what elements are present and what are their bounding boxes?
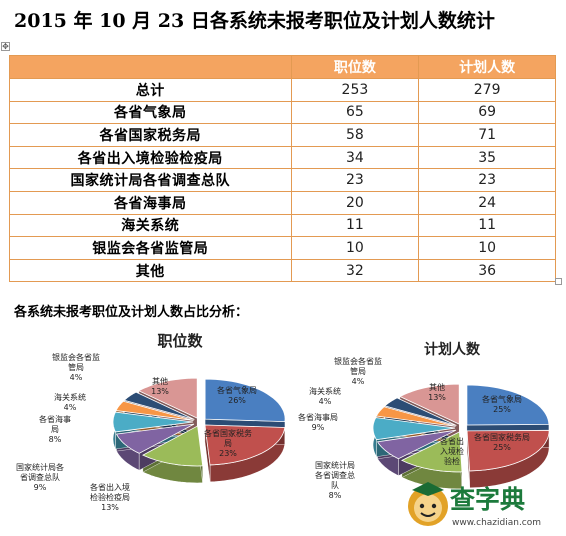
row-name: 银监会各省监管局: [9, 236, 292, 260]
slice-label: 银监会各省监管局 4%: [334, 356, 382, 386]
table-row: 各省气象局 65 69: [9, 100, 556, 125]
row-positions: 10: [290, 236, 420, 260]
row-plan: 36: [418, 258, 556, 283]
table-row: 总计 253 279: [9, 78, 556, 102]
header-positions: 职位数: [290, 55, 420, 79]
row-positions: 11: [290, 213, 420, 238]
table-row: 各省国家税务局 58 71: [9, 123, 556, 147]
row-positions: 253: [290, 78, 420, 102]
watermark-url: www.chazidian.com: [452, 518, 541, 528]
pie-slice: [375, 406, 456, 427]
table-anchor-icon[interactable]: ✥: [1, 42, 10, 51]
slice-label: 国家统计局各省调查总队 9%: [16, 462, 64, 492]
pie-slice: [138, 377, 198, 419]
pie-slice: [466, 429, 550, 472]
row-positions: 20: [290, 190, 420, 215]
row-name: 各省海事局: [9, 190, 292, 215]
pie-slice: [141, 425, 204, 467]
header-plan: 计划人数: [418, 55, 556, 79]
slice-label: 国家统计局各省调查总队 8%: [315, 460, 355, 500]
slice-label: 其他 13%: [428, 382, 446, 402]
row-plan: 24: [418, 190, 556, 215]
row-name: 其他: [9, 258, 292, 283]
table-row: 海关系统 11 11: [9, 213, 556, 238]
row-name: 海关系统: [9, 213, 292, 238]
pie-slice: [400, 431, 463, 473]
row-plan: 11: [418, 213, 556, 238]
slice-label: 各省国家税务局 25%: [474, 432, 530, 452]
section-heading: 各系统未报考职位及计划人数占比分析：: [14, 305, 249, 320]
slice-label: 各省海事局 9%: [298, 412, 338, 432]
pie-slice: [376, 429, 457, 460]
row-positions: 32: [290, 258, 420, 283]
row-plan: 69: [418, 100, 556, 125]
watermark-text: 查字典: [450, 485, 525, 514]
slice-label: 各省出入境检验检疫局 13%: [90, 482, 130, 512]
pie-slice: [123, 391, 195, 420]
row-plan: 35: [418, 145, 556, 170]
pie-slice: [204, 378, 286, 423]
chart-title: 计划人数: [424, 341, 481, 358]
chart-title: 职位数: [157, 332, 203, 350]
mortarboard-icon: [412, 482, 444, 496]
header-name: [9, 55, 292, 79]
pie-slice: [466, 384, 550, 426]
page-title: 2015 年 10 月 23 日各系统未报考职位及计划人数统计: [14, 10, 495, 32]
row-positions: 58: [290, 123, 420, 147]
pie-slice: [204, 424, 286, 466]
watermark-logo: 查字典 www.chazidian.com: [408, 482, 541, 528]
row-positions: 34: [290, 145, 420, 170]
slice-label: 海关系统 4%: [54, 392, 86, 412]
table-row: 各省出入境检验检疫局 34 35: [9, 145, 556, 170]
pie-slice: [372, 417, 456, 441]
pie-slice: [398, 383, 460, 425]
row-positions: 65: [290, 100, 420, 125]
table-row: 银监会各省监管局 10 10: [9, 236, 556, 260]
slice-label: 其他 13%: [151, 376, 169, 396]
row-name: 各省出入境检验检疫局: [9, 145, 292, 170]
stats-table: 职位数 计划人数 总计 253 279 各省气象局 65 69 各省国家税务局 58 71 …: [9, 55, 556, 283]
row-plan: 71: [418, 123, 556, 147]
row-plan: 10: [418, 236, 556, 260]
row-name: 各省国家税务局: [9, 123, 292, 147]
slice-label: 各省海事局 8%: [39, 414, 71, 444]
slice-label: 各省气象局 25%: [482, 394, 522, 414]
slice-label: 各省国家税务局 23%: [204, 428, 252, 458]
row-name: 总计: [9, 78, 292, 102]
row-plan: 23: [418, 168, 556, 192]
table-row: 国家统计局各省调查总队 23 23: [9, 168, 556, 192]
table-row: 其他 32 36: [9, 258, 556, 283]
row-positions: 23: [290, 168, 420, 192]
table-resize-handle[interactable]: [555, 278, 562, 285]
row-name: 国家统计局各省调查总队: [9, 168, 292, 192]
pie-slice: [384, 397, 457, 426]
pie-slice: [112, 411, 194, 433]
slice-label: 各省气象局 26%: [217, 385, 257, 405]
slice-label: 各省出入境检验检: [440, 436, 464, 466]
table-row: 各省海事局 20 24: [9, 190, 556, 215]
pie-slice: [115, 423, 195, 454]
slice-label: 海关系统 4%: [309, 386, 341, 406]
slice-label: 银监会各省监管局 4%: [52, 352, 100, 382]
pie-slice: [115, 400, 194, 421]
row-name: 各省气象局: [9, 100, 292, 125]
row-plan: 279: [418, 78, 556, 102]
table-header-row: 职位数 计划人数: [9, 55, 556, 79]
